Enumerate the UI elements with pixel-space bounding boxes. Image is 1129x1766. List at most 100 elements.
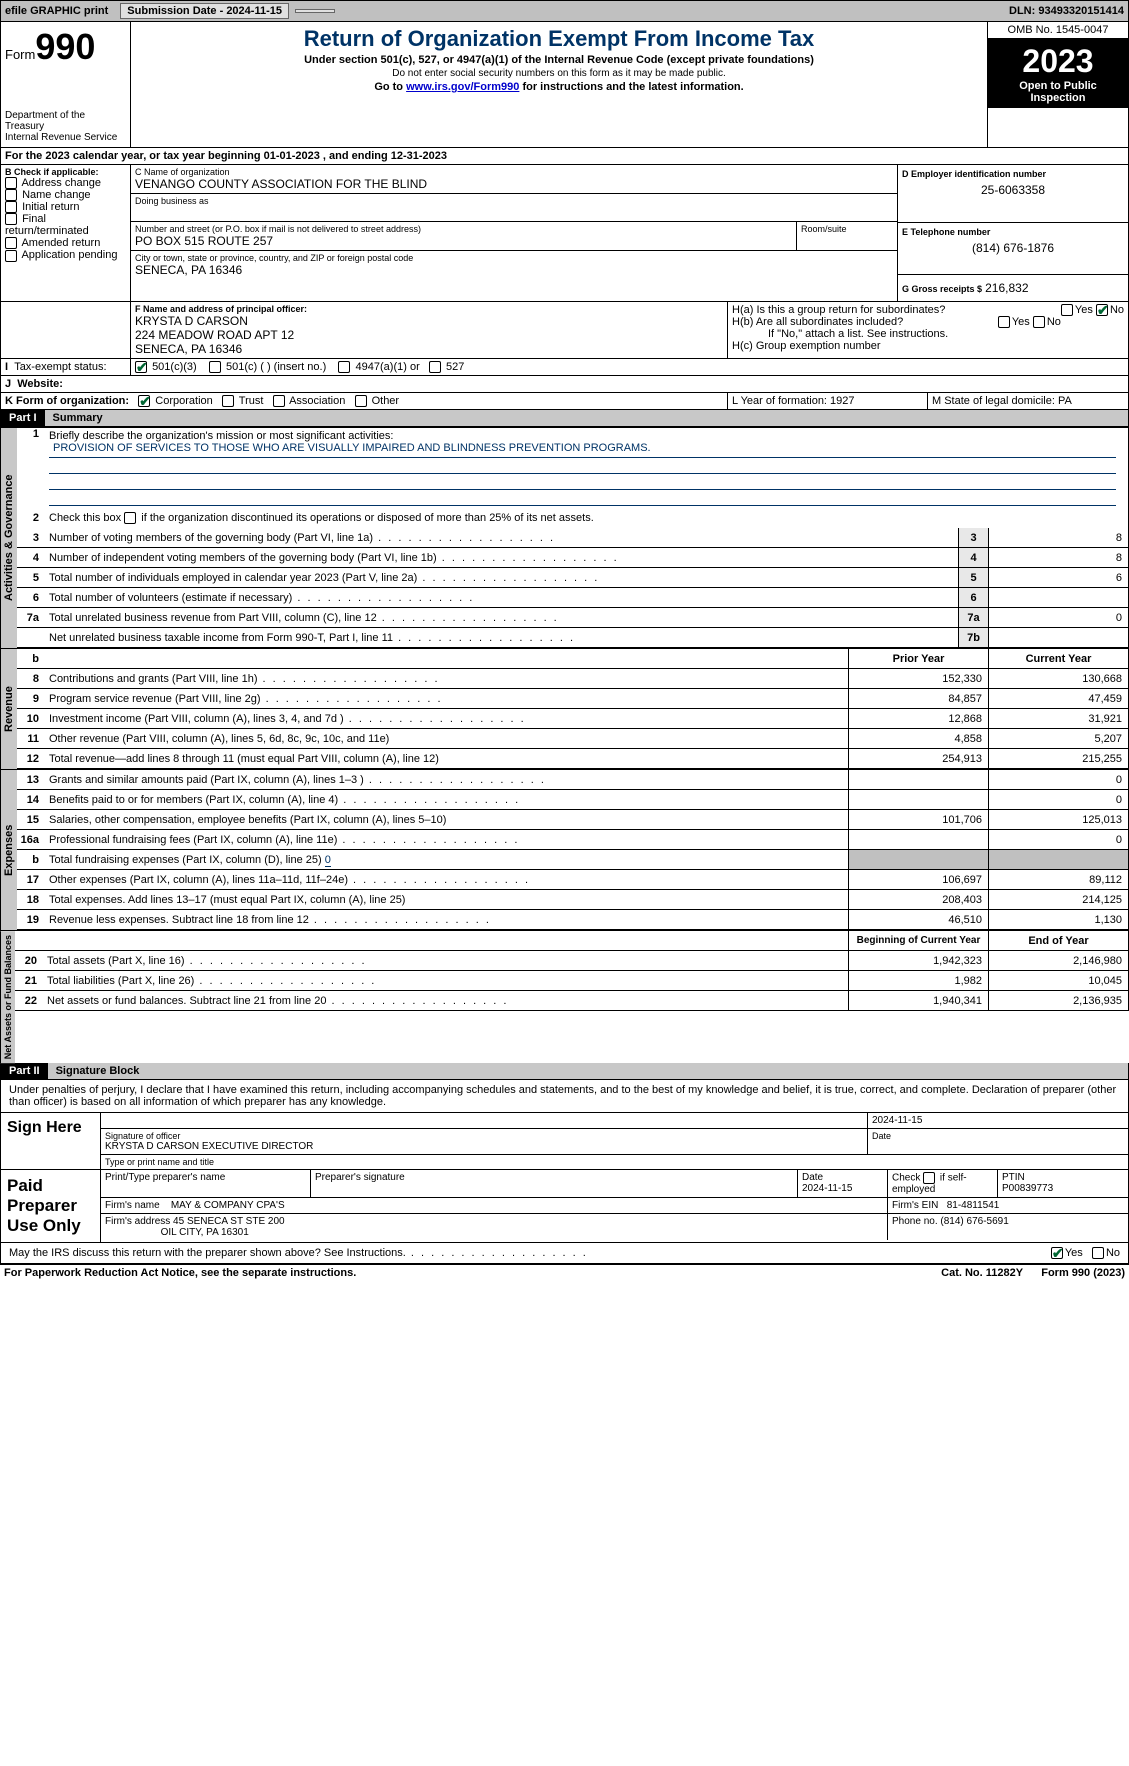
rev-side: Revenue bbox=[0, 649, 17, 769]
prior-hdr: Prior Year bbox=[848, 649, 988, 668]
firm-name: MAY & COMPANY CPA'S bbox=[171, 1200, 285, 1211]
topbar: efile GRAPHIC print Submission Date - 20… bbox=[0, 0, 1129, 22]
self-employed-check[interactable] bbox=[923, 1172, 935, 1184]
firm-addr2: OIL CITY, PA 16301 bbox=[161, 1227, 249, 1238]
exp-side: Expenses bbox=[0, 770, 17, 930]
submission-date: Submission Date - 2024-11-15 bbox=[120, 3, 289, 19]
l13: Grants and similar amounts paid (Part IX… bbox=[45, 772, 848, 788]
addr-label: Number and street (or P.O. box if mail i… bbox=[135, 224, 792, 234]
l20: Total assets (Part X, line 16) bbox=[43, 953, 848, 969]
form-ref: Form 990 (2023) bbox=[1041, 1267, 1125, 1279]
year-box: 2023 Open to Public Inspection bbox=[988, 39, 1128, 108]
i-527[interactable] bbox=[429, 361, 441, 373]
l15: Salaries, other compensation, employee b… bbox=[45, 812, 848, 828]
dba-label: Doing business as bbox=[135, 196, 893, 206]
ein: 25-6063358 bbox=[902, 183, 1124, 197]
officer-sig: KRYSTA D CARSON EXECUTIVE DIRECTOR bbox=[105, 1141, 863, 1152]
section-fh: F Name and address of principal officer:… bbox=[0, 302, 1129, 359]
l7b: Net unrelated business taxable income fr… bbox=[45, 630, 958, 646]
form-number: Form990 bbox=[5, 26, 126, 68]
end-hdr: End of Year bbox=[988, 931, 1128, 950]
section-klm: K Form of organization: Corporation Trus… bbox=[0, 393, 1129, 410]
b-label: B Check if applicable: bbox=[5, 167, 126, 177]
l10: Investment income (Part VIII, column (A)… bbox=[45, 711, 848, 727]
l4: Number of independent voting members of … bbox=[45, 550, 958, 566]
l3: Number of voting members of the governin… bbox=[45, 530, 958, 546]
b-amended[interactable]: Amended return bbox=[5, 237, 126, 249]
preparer-block: Paid Preparer Use Only Print/Type prepar… bbox=[0, 1170, 1129, 1243]
type-name-label: Type or print name and title bbox=[105, 1157, 1124, 1167]
i-4947[interactable] bbox=[338, 361, 350, 373]
form-title: Return of Organization Exempt From Incom… bbox=[137, 26, 981, 52]
subtitle1: Under section 501(c), 527, or 4947(a)(1)… bbox=[137, 54, 981, 66]
room-label: Room/suite bbox=[801, 224, 893, 234]
k-trust[interactable] bbox=[222, 395, 234, 407]
g-label: G Gross receipts $ bbox=[902, 284, 982, 294]
discuss-no[interactable] bbox=[1092, 1247, 1104, 1259]
instructions-link[interactable]: www.irs.gov/Form990 bbox=[406, 81, 519, 93]
l12: Total revenue—add lines 8 through 11 (mu… bbox=[45, 751, 848, 767]
v5: 6 bbox=[988, 568, 1128, 587]
l16a: Professional fundraising fees (Part IX, … bbox=[45, 832, 848, 848]
l-year: L Year of formation: 1927 bbox=[728, 393, 928, 409]
v6 bbox=[988, 588, 1128, 607]
l18: Total expenses. Add lines 13–17 (must eq… bbox=[45, 892, 848, 908]
irs: Internal Revenue Service bbox=[5, 132, 126, 143]
catno: Cat. No. 11282Y bbox=[941, 1267, 1023, 1279]
paperwork: For Paperwork Reduction Act Notice, see … bbox=[4, 1267, 356, 1279]
l22: Net assets or fund balances. Subtract li… bbox=[43, 993, 848, 1009]
hc: H(c) Group exemption number bbox=[732, 340, 1124, 352]
gov-side: Activities & Governance bbox=[0, 428, 17, 648]
section-i: I Tax-exempt status: 501(c)(3) 501(c) ( … bbox=[0, 359, 1129, 376]
l14: Benefits paid to or for members (Part IX… bbox=[45, 792, 848, 808]
c-label: C Name of organization bbox=[135, 167, 893, 177]
l6: Total number of volunteers (estimate if … bbox=[45, 590, 958, 606]
omb: OMB No. 1545-0047 bbox=[988, 22, 1128, 39]
org-name: VENANGO COUNTY ASSOCIATION FOR THE BLIND bbox=[135, 177, 893, 191]
firm-phone: (814) 676-5691 bbox=[940, 1216, 1008, 1227]
k-assoc[interactable] bbox=[273, 395, 285, 407]
sig-label: Signature of officer bbox=[105, 1131, 863, 1141]
sign-here-label: Sign Here bbox=[1, 1113, 101, 1169]
part1-header: Part I Summary bbox=[0, 410, 1129, 427]
prep-sig-hdr: Preparer's signature bbox=[311, 1170, 798, 1197]
hb: H(b) Are all subordinates included? Yes … bbox=[732, 316, 1124, 328]
expenses-section: Expenses 13Grants and similar amounts pa… bbox=[0, 769, 1129, 930]
discuss-yes[interactable] bbox=[1051, 1247, 1063, 1259]
i-501c[interactable] bbox=[209, 361, 221, 373]
na-side: Net Assets or Fund Balances bbox=[0, 931, 15, 1063]
b-initial-return[interactable]: Initial return bbox=[5, 201, 126, 213]
city-label: City or town, state or province, country… bbox=[135, 253, 893, 263]
footer: For Paperwork Reduction Act Notice, see … bbox=[0, 1264, 1129, 1281]
gross-receipts: 216,832 bbox=[985, 281, 1028, 295]
line-a: For the 2023 calendar year, or tax year … bbox=[0, 148, 1129, 165]
l16b: Total fundraising expenses (Part IX, col… bbox=[45, 852, 848, 868]
k-other[interactable] bbox=[355, 395, 367, 407]
city: SENECA, PA 16346 bbox=[135, 263, 893, 277]
l5: Total number of individuals employed in … bbox=[45, 570, 958, 586]
v7a: 0 bbox=[988, 608, 1128, 627]
date-label: Date bbox=[872, 1131, 1124, 1141]
i-501c3[interactable] bbox=[135, 361, 147, 373]
dept: Department of the Treasury bbox=[5, 110, 126, 132]
firm-addr1: 45 SENECA ST STE 200 bbox=[173, 1216, 285, 1227]
b-app-pending[interactable]: Application pending bbox=[5, 249, 126, 261]
v7b bbox=[988, 628, 1128, 647]
b-final-return[interactable]: Final return/terminated bbox=[5, 213, 126, 237]
sign-date: 2024-11-15 bbox=[868, 1113, 1128, 1128]
b-address-change[interactable]: Address change bbox=[5, 177, 126, 189]
l21: Total liabilities (Part X, line 26) bbox=[43, 973, 848, 989]
k-corp[interactable] bbox=[138, 395, 150, 407]
officer-name: KRYSTA D CARSON bbox=[135, 314, 723, 328]
l7a: Total unrelated business revenue from Pa… bbox=[45, 610, 958, 626]
governance-section: Activities & Governance 1 Briefly descri… bbox=[0, 427, 1129, 648]
prep-left: Paid Preparer Use Only bbox=[1, 1170, 101, 1242]
curr-hdr: Current Year bbox=[988, 649, 1128, 668]
sign-block: Sign Here 2024-11-15 Signature of office… bbox=[0, 1113, 1129, 1170]
b-name-change[interactable]: Name change bbox=[5, 189, 126, 201]
mission: PROVISION OF SERVICES TO THOSE WHO ARE V… bbox=[49, 442, 1116, 458]
l17: Other expenses (Part IX, column (A), lin… bbox=[45, 872, 848, 888]
subtitle3: Go to www.irs.gov/Form990 for instructio… bbox=[137, 81, 981, 93]
firm-ein: 81-4811541 bbox=[947, 1200, 1000, 1211]
m-state: M State of legal domicile: PA bbox=[928, 393, 1128, 409]
